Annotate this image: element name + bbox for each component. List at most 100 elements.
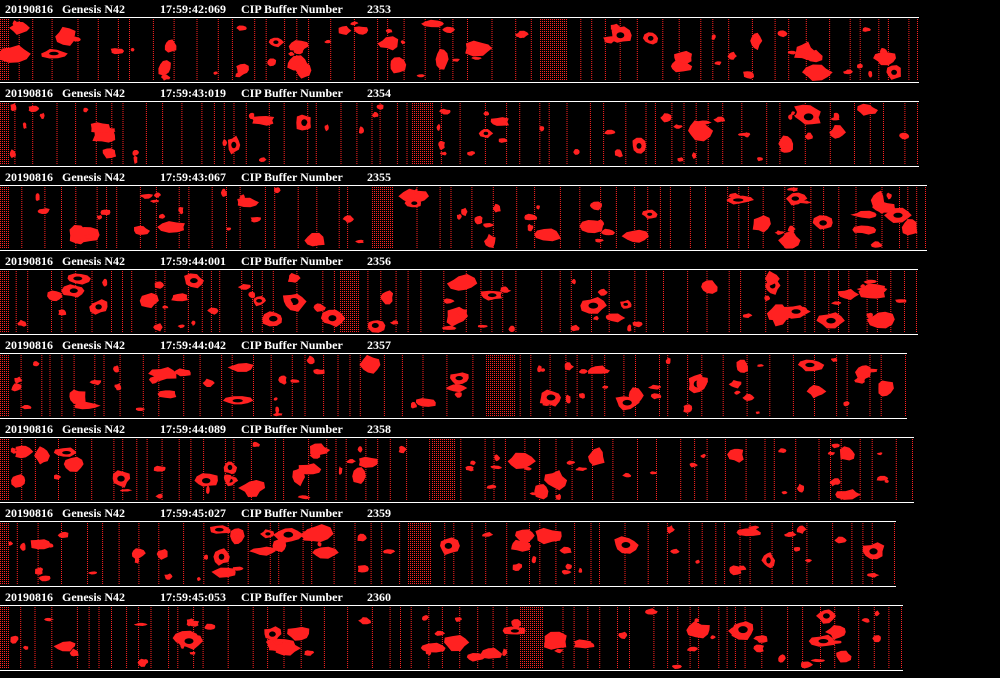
date: 20190816 [5, 170, 53, 184]
particle [686, 621, 710, 639]
particle-image [0, 523, 895, 585]
particle [796, 483, 805, 493]
particle-hole [647, 212, 653, 216]
particle [278, 375, 287, 385]
particle [436, 123, 441, 131]
particle-hole [227, 464, 233, 470]
particle [687, 646, 698, 652]
particle-hole [623, 302, 628, 306]
particle [588, 365, 610, 374]
particle [559, 546, 572, 554]
particle [233, 534, 243, 540]
particle [524, 466, 532, 471]
particle [133, 155, 138, 164]
particle [273, 397, 278, 401]
particle-hole [869, 548, 878, 555]
particle [873, 52, 896, 66]
particle [622, 472, 632, 478]
particle [539, 126, 545, 132]
particle [810, 658, 825, 663]
particle [555, 493, 561, 500]
particle [796, 525, 807, 534]
particle [157, 390, 177, 399]
particle [377, 36, 399, 51]
particle [614, 149, 623, 158]
particle-image [0, 270, 917, 333]
particle [536, 205, 540, 210]
particle [97, 215, 103, 220]
particle-image [0, 354, 906, 417]
particle-hole [647, 35, 654, 41]
particle [554, 648, 563, 654]
particle [667, 525, 675, 534]
particle [90, 122, 110, 133]
particle [288, 40, 309, 53]
particle [58, 309, 67, 316]
particle [878, 380, 894, 397]
buffer-label: CIP Buffer Number [241, 506, 343, 520]
particle [584, 642, 595, 648]
particle [34, 446, 50, 465]
particle [677, 157, 684, 162]
particle [737, 132, 751, 137]
probe-name: Genesis N42 [62, 422, 125, 436]
date: 20190816 [5, 590, 53, 604]
particle [10, 635, 19, 644]
particle [317, 541, 322, 547]
particle [492, 203, 501, 213]
particle [248, 112, 255, 120]
particle [650, 393, 662, 400]
particle [566, 460, 576, 465]
particle [237, 197, 259, 208]
particle [605, 313, 626, 323]
particle [579, 220, 603, 234]
particle [287, 272, 301, 283]
particle [0, 45, 31, 63]
particle [35, 567, 44, 575]
particle [863, 279, 877, 284]
particle [23, 645, 29, 650]
particle [508, 325, 515, 332]
particle-hole [301, 119, 308, 126]
timestamp: 17:59:42:069 [160, 2, 226, 16]
particle [490, 465, 502, 470]
particle [223, 474, 232, 483]
particle [238, 480, 266, 498]
particle [784, 531, 797, 537]
particle [83, 107, 89, 113]
particle [324, 124, 329, 132]
particle [829, 479, 837, 487]
particle [439, 151, 447, 156]
particle-image [0, 19, 918, 81]
particle [593, 315, 599, 321]
particle [259, 157, 267, 162]
particle [831, 443, 840, 449]
particle [683, 404, 693, 413]
particle [511, 539, 532, 552]
particle [355, 239, 364, 244]
particle [711, 34, 716, 40]
particle-image [0, 439, 913, 501]
particle-hole [73, 276, 83, 281]
particle [226, 227, 232, 231]
particle [380, 290, 394, 305]
particle [22, 122, 27, 129]
particle [158, 213, 166, 219]
particle [728, 380, 742, 389]
particle [137, 658, 148, 667]
particle [191, 320, 196, 326]
particle [454, 617, 462, 622]
particle [515, 529, 535, 543]
probe-name: Genesis N42 [62, 590, 125, 604]
particle [852, 225, 877, 235]
timestamp: 17:59:45:053 [160, 590, 226, 604]
particle [461, 207, 468, 217]
particle [878, 208, 886, 214]
particle [498, 138, 508, 143]
particle-hole [766, 557, 771, 564]
particle [202, 378, 215, 387]
buffer-strip: 20190816 Genesis N42 17:59:43:067 CIP Buffe… [0, 170, 927, 251]
particle [55, 26, 76, 46]
particle [19, 542, 26, 551]
